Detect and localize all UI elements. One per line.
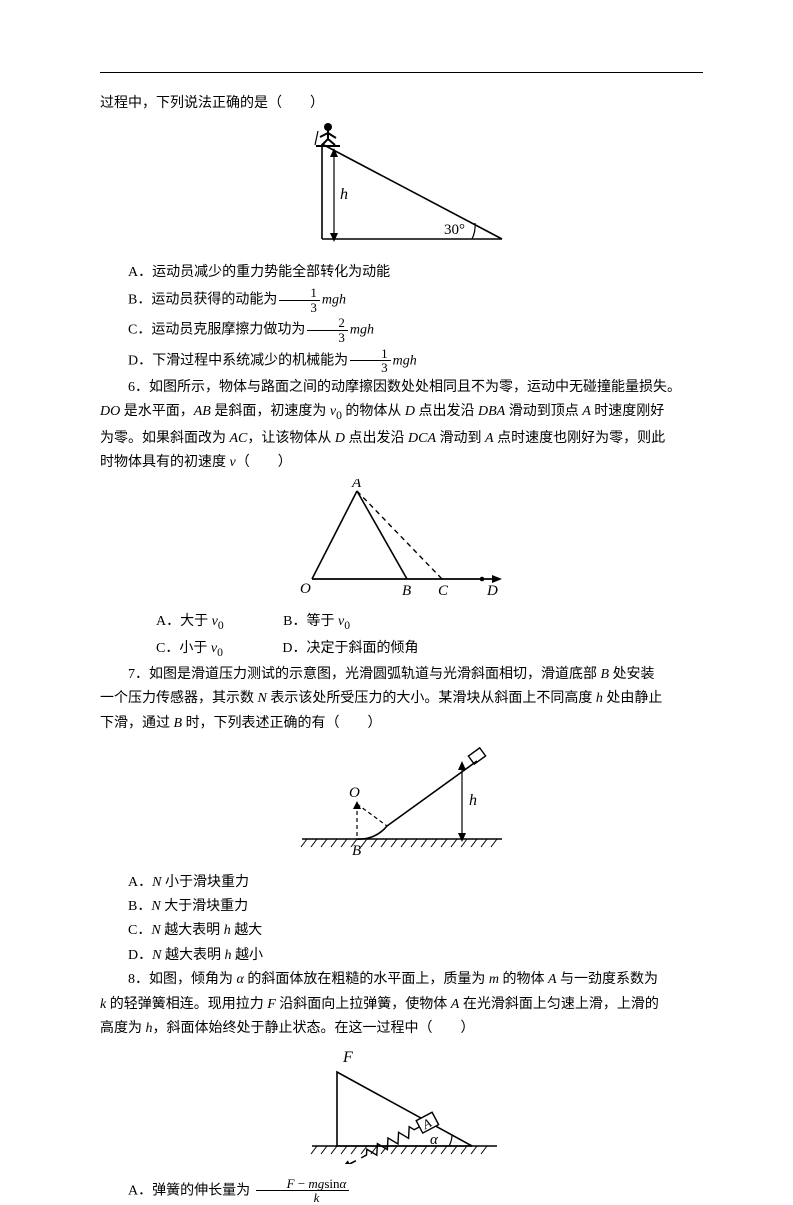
frac-num: 1 xyxy=(279,286,320,301)
page: 过程中，下列说法正确的是（ ） 30° h A．运动员减少的重力势能全部转化为动… xyxy=(0,0,793,1122)
q8-stem-l1: 8．如图，倾角为 α 的斜面体放在粗糙的水平面上，质量为 m 的物体 A 与一劲… xyxy=(100,969,703,991)
q5-opt-D: D．下滑过程中系统减少的机械能为13mgh xyxy=(100,347,703,375)
q5-opt-B: B．运动员获得的动能为13mgh xyxy=(100,286,703,314)
q7-stem-l2: 一个压力传感器，其示数 N 表示该处所受压力的大小。某滑块从斜面上不同高度 h … xyxy=(100,688,703,710)
q6-opt-C: C．小于 v0 xyxy=(128,638,223,662)
frac-num: 1 xyxy=(350,347,391,362)
frac-den: 3 xyxy=(307,331,348,345)
q6-stem1: 如图所示，物体与路面之间的动摩擦因数处处相同且不为零，运动中无碰撞能量损失。 xyxy=(149,380,681,395)
q7-stem-l3: 下滑，通过 B 时，下列表述正确的有（ ） xyxy=(100,713,703,735)
label-B: B xyxy=(352,843,361,859)
q7-stem-l1: 7．如图是滑道压力测试的示意图，光滑圆弧轨道与光滑斜面相切，滑道底部 B 处安装 xyxy=(100,664,703,686)
q6-figure: A O B C D xyxy=(100,479,703,607)
q6-stem-l2: DO 是水平面，AB 是斜面，初速度为 v0 的物体从 D 点出发沿 DBA 滑… xyxy=(100,401,703,425)
frac-den: 3 xyxy=(279,301,320,315)
q8-opt-A: A．弹簧的伸长量为 F − mgsinα k xyxy=(100,1177,703,1205)
q8-optA-prefix: A．弹簧的伸长量为 xyxy=(128,1183,250,1198)
q8-stem-l3: 高度为 h，斜面体始终处于静止状态。在这一过程中（ ） xyxy=(100,1018,703,1040)
q6-stem-l3: 为零。如果斜面改为 AC，让该物体从 D 点出发沿 DCA 滑动到 A 点时速度… xyxy=(100,428,703,450)
label-O: O xyxy=(300,581,311,597)
q5-figure: 30° h xyxy=(100,119,703,257)
label-C: C xyxy=(438,583,449,599)
q8-figure: α A F xyxy=(100,1044,703,1172)
q8-num: 8． xyxy=(128,972,149,987)
q5-opt-D-pre: 下滑过程中系统减少的机械能为 xyxy=(152,353,348,368)
q5-opt-B-tail: mgh xyxy=(322,293,346,308)
q6-opt-A: A．大于 v0 xyxy=(128,611,224,635)
q6-stem-l4: 时物体具有的初速度 v（ ） xyxy=(100,452,703,474)
label-B: B xyxy=(402,583,411,599)
label-A: A xyxy=(351,479,362,491)
q5-opt-C-tail: mgh xyxy=(350,323,374,338)
label-F: F xyxy=(342,1049,353,1066)
slope-triangle-diagram: A O B C D xyxy=(292,479,512,599)
q6-opts-row1: A．大于 v0 B．等于 v0 xyxy=(100,611,703,635)
q7-figure: h O B xyxy=(100,739,703,867)
q5-opt-B-pre: 运动员获得的动能为 xyxy=(151,293,277,308)
skier-icon xyxy=(315,123,340,146)
label-alpha: α xyxy=(430,1132,439,1148)
label-D: D xyxy=(486,583,498,599)
q6-opt-D: D．决定于斜面的倾角 xyxy=(254,638,418,660)
q7-num: 7． xyxy=(128,667,149,682)
q5-opt-C: C．运动员克服摩擦力做功为23mgh xyxy=(100,316,703,344)
q8-stem-l2: k 的轻弹簧相连。现用拉力 F 沿斜面向上拉弹簧，使物体 A 在光滑斜面上匀速上… xyxy=(100,994,703,1016)
q6-opts-row2: C．小于 v0 D．决定于斜面的倾角 xyxy=(100,638,703,662)
q5-opt-D-tail: mgh xyxy=(393,353,417,368)
q5-stem: 过程中，下列说法正确的是（ ） xyxy=(100,93,703,115)
label-O: O xyxy=(349,785,360,801)
q6-opt-B: B．等于 v0 xyxy=(255,611,350,635)
q5-opt-A: A．运动员减少的重力势能全部转化为动能 xyxy=(100,262,703,284)
q7-opt-B: B．N 大于滑块重力 xyxy=(100,896,703,918)
q7-opt-C: C．N 越大表明 h 越大 xyxy=(100,920,703,942)
frac-num: 2 xyxy=(307,316,348,331)
skier-slope-diagram: 30° h xyxy=(292,119,512,249)
q8-optA-fraction: F − mgsinα k xyxy=(256,1177,350,1205)
h-label: h xyxy=(340,186,348,203)
q7-opt-A: A．N 小于滑块重力 xyxy=(100,872,703,894)
top-rule xyxy=(100,72,703,73)
frac-den: 3 xyxy=(350,361,391,375)
q6-stem-l1: 6．如图所示，物体与路面之间的动摩擦因数处处相同且不为零，运动中无碰撞能量损失。 xyxy=(100,377,703,399)
q5-opt-C-pre: 运动员克服摩擦力做功为 xyxy=(151,323,305,338)
label-h: h xyxy=(469,792,477,809)
angle-label: 30° xyxy=(444,222,465,238)
q5-opt-A-text: 运动员减少的重力势能全部转化为动能 xyxy=(152,265,390,280)
incline-spring-diagram: α A F xyxy=(297,1044,507,1164)
q7-opt-D: D．N 越大表明 h 越小 xyxy=(100,945,703,967)
q6-num: 6． xyxy=(128,380,149,395)
arc-incline-diagram: h O B xyxy=(287,739,517,859)
